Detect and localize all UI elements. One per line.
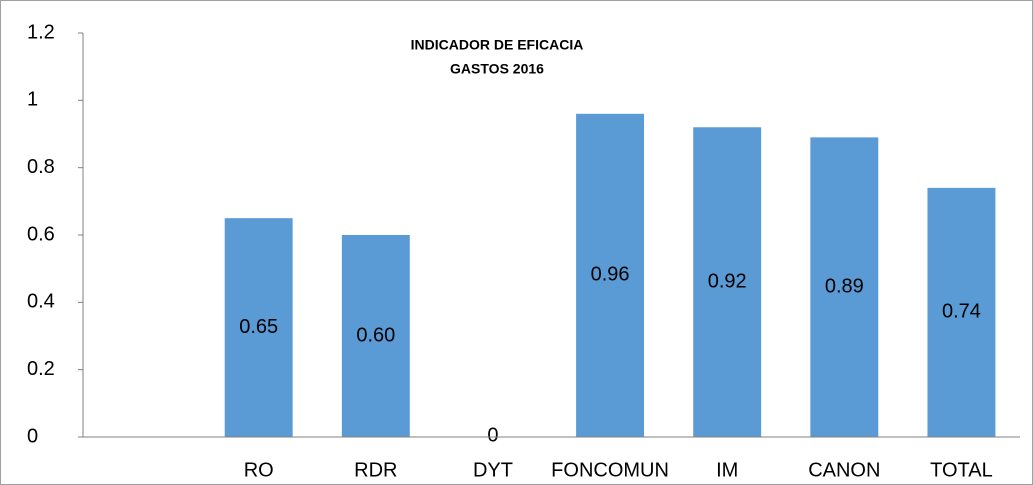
bar <box>810 137 879 437</box>
x-tick-label: DYT <box>473 459 513 481</box>
bar <box>341 235 410 437</box>
chart-subtitle: GASTOS 2016 <box>450 61 544 77</box>
data-label: 0.74 <box>942 301 981 323</box>
x-tick-label: IM <box>716 459 738 481</box>
data-label: 0.96 <box>591 264 630 286</box>
y-tick-label: 0.8 <box>27 156 55 178</box>
data-label: 0.65 <box>239 316 278 338</box>
x-tick-label: RDR <box>354 459 397 481</box>
x-tick-label: CANON <box>808 459 880 481</box>
y-tick-label: 0.4 <box>27 291 55 313</box>
data-label: 0.89 <box>825 275 864 297</box>
bar <box>576 113 645 438</box>
data-label: 0 <box>487 424 498 446</box>
x-tick-label: TOTAL <box>930 459 993 481</box>
bar <box>693 127 762 438</box>
y-tick-label: 0.6 <box>27 223 55 245</box>
y-tick-label: 0 <box>27 425 38 447</box>
y-tick-label: 1 <box>27 89 38 111</box>
x-tick-label: RO <box>244 459 274 481</box>
chart-title: INDICADOR DE EFICACIA <box>411 37 584 53</box>
bar <box>224 218 293 437</box>
x-tick-label: FONCOMUN <box>551 459 669 481</box>
data-label: 0.60 <box>356 324 395 346</box>
bar <box>927 187 996 437</box>
y-tick-label: 1.2 <box>27 21 55 43</box>
y-tick-label: 0.2 <box>27 358 55 380</box>
data-label: 0.92 <box>708 270 747 292</box>
